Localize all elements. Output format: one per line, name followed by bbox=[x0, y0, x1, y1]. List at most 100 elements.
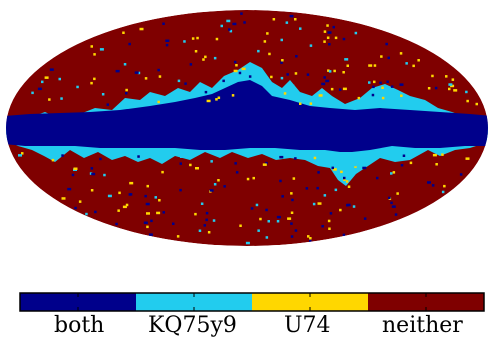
speckle-pixel bbox=[399, 83, 404, 86]
speckle-pixel bbox=[435, 163, 438, 166]
speckle-pixel bbox=[157, 100, 160, 104]
speckle-pixel bbox=[390, 201, 393, 205]
speckle-pixel bbox=[106, 103, 109, 106]
speckle-pixel bbox=[280, 61, 283, 64]
speckle-pixel bbox=[148, 233, 153, 236]
speckle-pixel bbox=[329, 212, 333, 215]
speckle-pixel bbox=[346, 64, 349, 67]
speckle-pixel bbox=[321, 225, 324, 228]
speckle-pixel bbox=[390, 100, 393, 104]
speckle-pixel bbox=[41, 80, 44, 84]
speckle-pixel bbox=[441, 190, 445, 194]
speckle-pixel bbox=[90, 45, 93, 48]
speckle-pixel bbox=[352, 163, 357, 167]
speckle-pixel bbox=[217, 96, 221, 99]
speckle-pixel bbox=[18, 154, 22, 157]
speckle-pixel bbox=[331, 166, 334, 170]
speckle-pixel bbox=[390, 172, 393, 175]
speckle-pixel bbox=[268, 52, 271, 56]
speckle-pixel bbox=[74, 206, 77, 210]
speckle-pixel bbox=[146, 184, 149, 188]
speckle-pixel bbox=[339, 208, 342, 212]
speckle-pixel bbox=[158, 199, 161, 202]
speckle-pixel bbox=[441, 153, 444, 156]
speckle-pixel bbox=[276, 215, 281, 219]
speckle-pixel bbox=[381, 96, 385, 100]
speckle-pixel bbox=[316, 186, 319, 190]
speckle-pixel bbox=[453, 89, 458, 92]
speckle-pixel bbox=[309, 102, 313, 105]
speckle-pixel bbox=[90, 167, 94, 170]
speckle-pixel bbox=[307, 235, 310, 238]
speckle-pixel bbox=[31, 91, 34, 95]
speckle-pixel bbox=[289, 14, 294, 18]
speckle-pixel bbox=[144, 77, 148, 80]
speckle-pixel bbox=[448, 83, 453, 86]
speckle-pixel bbox=[326, 24, 329, 27]
speckle-pixel bbox=[209, 189, 214, 192]
speckle-pixel bbox=[344, 58, 349, 61]
speckle-pixel bbox=[373, 80, 376, 84]
speckle-pixel bbox=[357, 96, 361, 100]
speckle-pixel bbox=[157, 68, 160, 72]
speckle-pixel bbox=[61, 197, 66, 200]
speckle-pixel bbox=[386, 80, 389, 83]
speckle-pixel bbox=[177, 79, 181, 83]
speckle-pixel bbox=[91, 172, 96, 176]
speckle-pixel bbox=[196, 36, 199, 40]
speckle-pixel bbox=[101, 93, 105, 96]
speckle-pixel bbox=[238, 71, 242, 75]
speckle-pixel bbox=[210, 160, 213, 163]
speckle-pixel bbox=[194, 212, 197, 216]
speckle-pixel bbox=[103, 173, 106, 177]
speckle-pixel bbox=[396, 192, 399, 195]
speckle-pixel bbox=[459, 173, 463, 176]
speckle-pixel bbox=[388, 196, 391, 200]
speckle-pixel bbox=[94, 210, 97, 214]
both-region-galactic-plane bbox=[6, 80, 488, 152]
speckle-pixel bbox=[223, 185, 226, 188]
speckle-pixel bbox=[330, 87, 334, 91]
speckle-pixel bbox=[342, 71, 345, 74]
speckle-pixel bbox=[267, 220, 270, 223]
speckle-pixel bbox=[145, 202, 150, 206]
speckle-pixel bbox=[255, 203, 259, 207]
speckle-pixel bbox=[328, 70, 332, 73]
speckle-pixel bbox=[309, 239, 312, 243]
speckle-pixel bbox=[368, 81, 371, 84]
speckle-pixel bbox=[323, 194, 327, 197]
speckle-pixel bbox=[125, 88, 128, 92]
speckle-pixel bbox=[431, 184, 435, 187]
speckle-pixel bbox=[44, 76, 49, 79]
speckle-pixel bbox=[161, 170, 164, 174]
speckle-pixel bbox=[283, 92, 287, 95]
speckle-pixel bbox=[99, 48, 104, 51]
speckle-pixel bbox=[334, 188, 338, 192]
speckle-pixel bbox=[215, 37, 219, 41]
speckle-pixel bbox=[226, 19, 231, 23]
speckle-pixel bbox=[37, 87, 42, 91]
speckle-pixel bbox=[51, 158, 55, 162]
speckle-pixel bbox=[327, 69, 330, 72]
speckle-pixel bbox=[162, 211, 165, 214]
speckle-pixel bbox=[200, 202, 204, 205]
speckle-pixel bbox=[294, 18, 297, 21]
speckle-pixel bbox=[129, 181, 134, 185]
speckle-pixel bbox=[390, 85, 394, 88]
colorbar-segment-kq75y9 bbox=[136, 293, 252, 311]
speckle-pixel bbox=[58, 77, 61, 81]
speckle-pixel bbox=[60, 97, 63, 100]
speckle-pixel bbox=[204, 55, 207, 59]
speckle-pixel bbox=[465, 90, 468, 94]
speckle-pixel bbox=[343, 178, 346, 181]
speckle-pixel bbox=[376, 176, 379, 180]
speckle-pixel bbox=[417, 59, 420, 62]
speckle-pixel bbox=[287, 217, 292, 220]
speckle-pixel bbox=[318, 94, 323, 97]
speckle-pixel bbox=[156, 211, 161, 215]
speckle-pixel bbox=[146, 212, 150, 215]
speckle-pixel bbox=[451, 78, 455, 81]
speckle-pixel bbox=[137, 155, 140, 158]
speckle-pixel bbox=[323, 40, 326, 43]
speckle-pixel bbox=[90, 189, 94, 192]
